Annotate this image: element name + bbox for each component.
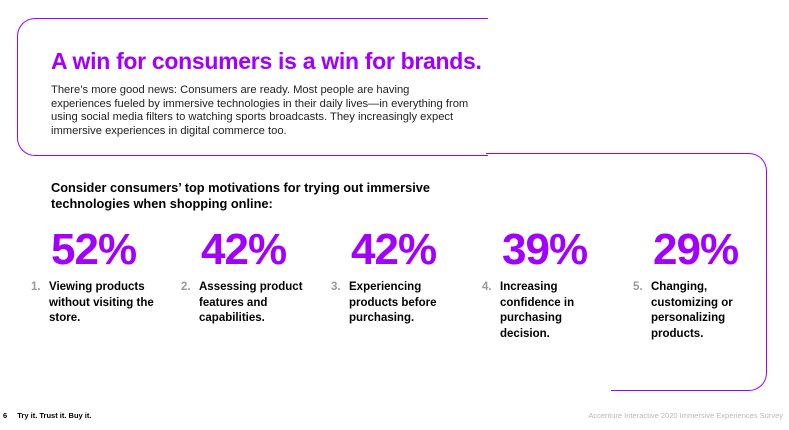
motivations-subhead: Consider consumers’ top motivations for … [51, 180, 431, 211]
stat-label: Experiencing products before purchasing. [349, 281, 437, 325]
stat-item-2: 42% 2. Assessing product features and ca… [181, 226, 326, 327]
intro-paragraph: There’s more good news: Consumers are re… [51, 84, 469, 137]
stat-item-3: 42% 3. Experiencing products before purc… [331, 226, 476, 327]
page-number: 6 [3, 411, 8, 420]
stat-label: Viewing products without visiting the st… [49, 281, 154, 325]
frame-gap [486, 380, 611, 392]
stat-number: 1. [31, 281, 41, 293]
stat-label: Increasing confidence in purchasing deci… [500, 281, 575, 340]
footer-source: Accenture Interactive 2020 Immersive Exp… [588, 411, 783, 420]
stat-number: 3. [331, 281, 341, 293]
stats-frame [486, 153, 767, 391]
page-heading: A win for consumers is a win for brands. [51, 48, 482, 74]
stat-number: 2. [181, 281, 191, 293]
heading-frame [17, 18, 488, 156]
stat-value: 42% [201, 225, 287, 274]
stat-label: Changing, customizing or personalizing p… [651, 281, 733, 340]
stat-item-1: 52% 1. Viewing products without visiting… [31, 226, 176, 327]
stat-item-4: 39% 4. Increasing confidence in purchasi… [482, 226, 627, 342]
footer-tagline: Try it. Trust it. Buy it. [17, 411, 92, 420]
stat-value: 52% [51, 225, 137, 274]
stat-number: 4. [482, 281, 492, 293]
stat-item-5: 29% 5. Changing, customizing or personal… [633, 226, 778, 342]
stat-number: 5. [633, 281, 643, 293]
stat-label: Assessing product features and capabilit… [199, 281, 303, 325]
footer-left: 6 Try it. Trust it. Buy it. [3, 411, 91, 420]
stat-value: 29% [653, 225, 739, 274]
stat-value: 39% [502, 225, 588, 274]
stat-value: 42% [351, 225, 437, 274]
